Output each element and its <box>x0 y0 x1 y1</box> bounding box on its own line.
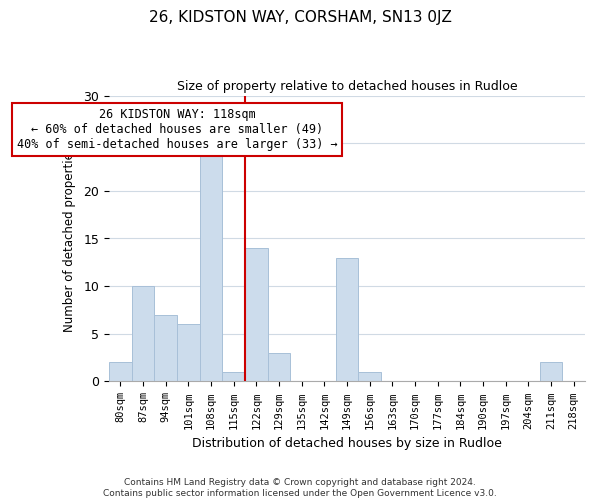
Bar <box>539 362 562 382</box>
Bar <box>358 372 381 382</box>
X-axis label: Distribution of detached houses by size in Rudloe: Distribution of detached houses by size … <box>192 437 502 450</box>
Text: Contains HM Land Registry data © Crown copyright and database right 2024.
Contai: Contains HM Land Registry data © Crown c… <box>103 478 497 498</box>
Text: 26 KIDSTON WAY: 118sqm
← 60% of detached houses are smaller (49)
40% of semi-det: 26 KIDSTON WAY: 118sqm ← 60% of detached… <box>17 108 337 151</box>
Bar <box>268 353 290 382</box>
Bar <box>154 314 177 382</box>
Bar <box>245 248 268 382</box>
Bar <box>131 286 154 382</box>
Title: Size of property relative to detached houses in Rudloe: Size of property relative to detached ho… <box>176 80 517 93</box>
Text: 26, KIDSTON WAY, CORSHAM, SN13 0JZ: 26, KIDSTON WAY, CORSHAM, SN13 0JZ <box>149 10 451 25</box>
Bar <box>200 152 222 382</box>
Bar <box>109 362 131 382</box>
Y-axis label: Number of detached properties: Number of detached properties <box>64 146 76 332</box>
Bar <box>335 258 358 382</box>
Bar <box>222 372 245 382</box>
Bar <box>177 324 200 382</box>
